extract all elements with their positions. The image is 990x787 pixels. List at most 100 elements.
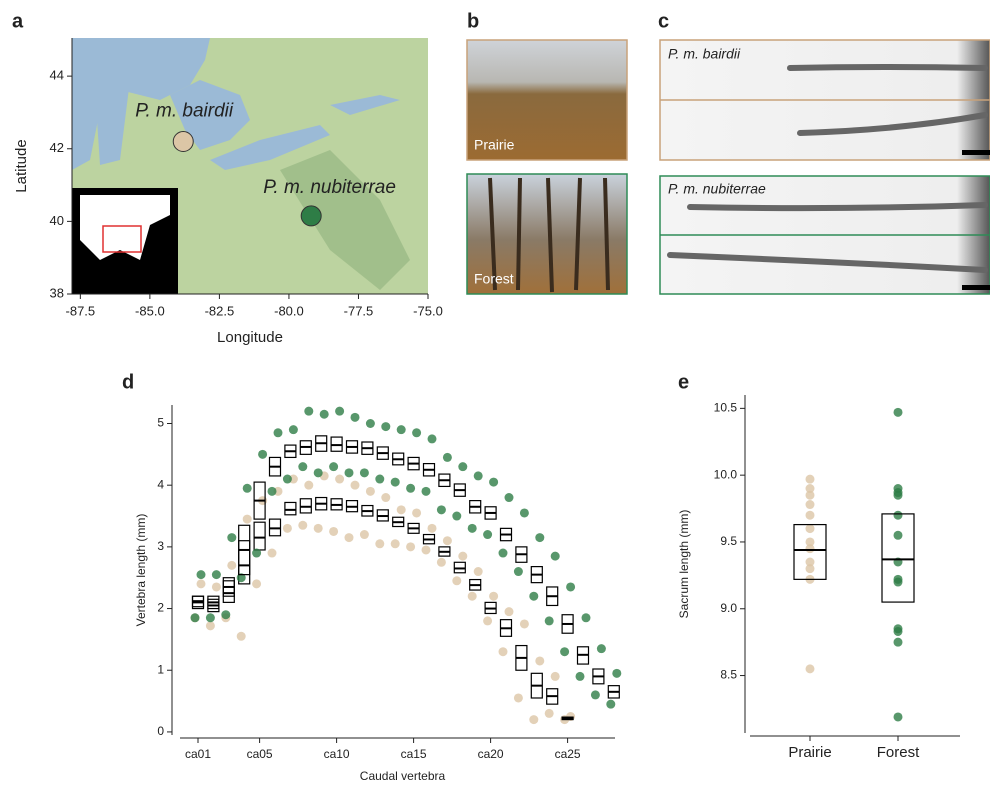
data-point — [422, 545, 431, 554]
data-point — [366, 487, 375, 496]
data-point — [566, 582, 575, 591]
y-axis-label: Latitude — [13, 139, 30, 192]
data-point — [443, 536, 452, 545]
data-point — [268, 487, 277, 496]
data-point — [197, 579, 206, 588]
panel-label: e — [678, 371, 689, 393]
data-point — [206, 613, 215, 622]
x-tick-label: -75.0 — [413, 303, 443, 318]
data-point — [268, 549, 277, 558]
y-tick-label: 42 — [50, 140, 64, 155]
photo-label: Forest — [474, 271, 514, 287]
iqr-box — [223, 581, 234, 603]
data-point — [806, 524, 815, 533]
data-point — [452, 576, 461, 585]
y-tick-label: 4 — [157, 477, 164, 491]
data-point — [468, 524, 477, 533]
data-point — [806, 544, 815, 553]
data-point — [483, 616, 492, 625]
y-tick-label: 0 — [157, 724, 164, 738]
data-point — [227, 561, 236, 570]
data-point — [298, 462, 307, 471]
data-point — [375, 539, 384, 548]
figure: a b c d e Prairie Forest P. m. bairdii P… — [0, 0, 990, 787]
y-tick-label: 9.0 — [720, 601, 737, 615]
data-point — [375, 475, 384, 484]
data-point — [304, 407, 313, 416]
x-tick-label: ca10 — [324, 747, 350, 761]
data-point — [274, 428, 283, 437]
x-axis-label: Longitude — [217, 329, 283, 346]
x-axis-label: Caudal vertebra — [360, 769, 446, 783]
data-point — [597, 644, 606, 653]
data-point — [304, 481, 313, 490]
data-point — [520, 619, 529, 628]
x-tick-label: ca15 — [401, 747, 427, 761]
panel-label: d — [122, 371, 134, 393]
data-point — [458, 462, 467, 471]
site-point — [301, 206, 321, 226]
y-tick-label: 10.5 — [714, 401, 738, 415]
photos — [467, 40, 627, 294]
data-point — [612, 669, 621, 678]
data-point — [551, 672, 560, 681]
y-tick-label: 8.5 — [720, 668, 737, 682]
data-point — [535, 533, 544, 542]
data-point — [520, 508, 529, 517]
panel-label: a — [12, 10, 24, 32]
data-point — [505, 493, 514, 502]
data-point — [298, 521, 307, 530]
x-tick-label: ca05 — [247, 747, 273, 761]
data-point — [806, 564, 815, 573]
data-point — [806, 500, 815, 509]
data-point — [197, 570, 206, 579]
data-point — [335, 475, 344, 484]
data-point — [243, 484, 252, 493]
y-tick-label: 38 — [50, 285, 64, 300]
data-point — [212, 570, 221, 579]
data-point — [489, 592, 498, 601]
data-point — [437, 505, 446, 514]
data-point — [252, 549, 261, 558]
data-point — [551, 552, 560, 561]
x-tick-label: -80.0 — [274, 303, 304, 318]
y-axis-label: Vertebra length (mm) — [134, 514, 148, 627]
y-tick-label: 40 — [50, 213, 64, 228]
data-point — [345, 533, 354, 542]
data-point — [894, 531, 903, 540]
data-point — [499, 647, 508, 656]
data-point — [437, 558, 446, 567]
data-point — [806, 475, 815, 484]
data-point — [406, 484, 415, 493]
data-point — [237, 632, 246, 641]
data-point — [894, 638, 903, 647]
data-point — [806, 664, 815, 673]
site-point — [173, 131, 193, 151]
x-tick-label: Prairie — [788, 744, 831, 761]
xray-label: P. m. nubiterrae — [668, 181, 766, 197]
data-point — [474, 567, 483, 576]
data-point — [535, 656, 544, 665]
data-point — [582, 613, 591, 622]
data-point — [206, 621, 215, 630]
y-tick-label: 1 — [157, 662, 164, 676]
data-point — [406, 542, 415, 551]
data-point — [489, 478, 498, 487]
data-point — [314, 524, 323, 533]
data-point — [576, 672, 585, 681]
data-point — [351, 413, 360, 422]
data-point — [499, 549, 508, 558]
data-point — [366, 419, 375, 428]
data-point — [545, 616, 554, 625]
data-point — [894, 511, 903, 520]
xray-label: P. m. bairdii — [668, 46, 741, 62]
data-point — [428, 434, 437, 443]
x-tick-label: -85.0 — [135, 303, 165, 318]
data-point — [227, 533, 236, 542]
data-point — [360, 530, 369, 539]
data-point — [412, 428, 421, 437]
data-point — [894, 408, 903, 417]
data-point — [289, 425, 298, 434]
data-point — [560, 647, 569, 656]
x-tick-label: ca01 — [185, 747, 211, 761]
